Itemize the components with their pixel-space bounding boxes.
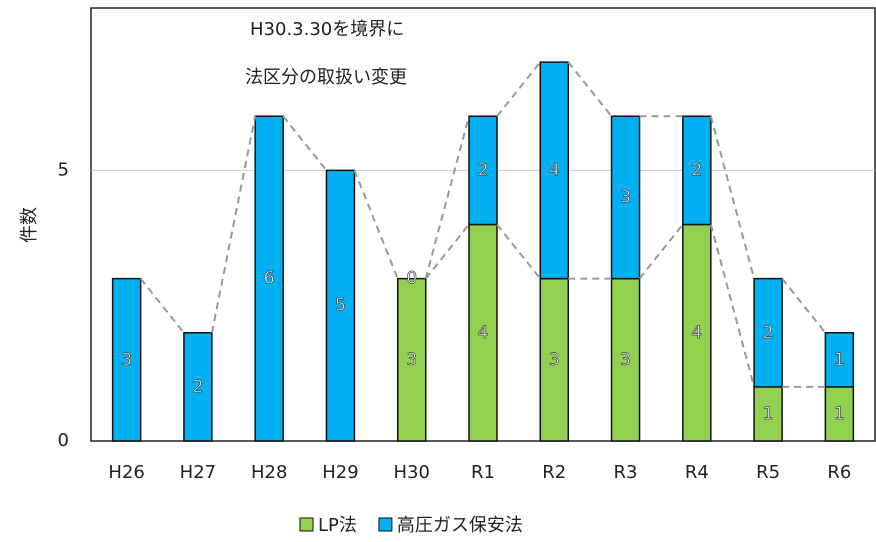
bar-segment xyxy=(824,332,855,388)
bar-segment xyxy=(682,115,712,226)
value-label: 1 xyxy=(834,404,845,424)
x-tick-label: R3 xyxy=(614,462,638,483)
value-label: 6 xyxy=(264,269,275,289)
x-tick-label: H30 xyxy=(394,462,430,483)
bar-segment xyxy=(468,223,498,442)
bar-segment xyxy=(753,386,783,442)
connector-line xyxy=(496,223,542,280)
connector-line xyxy=(496,61,542,117)
connector-line xyxy=(709,115,756,279)
value-label: 3 xyxy=(620,187,631,207)
y-tick-label: 0 xyxy=(58,430,69,451)
y-axis-label: 件数 xyxy=(19,207,40,243)
bar-segment xyxy=(254,115,284,442)
value-label: 4 xyxy=(549,160,560,180)
bar-segment xyxy=(183,332,213,442)
bar-segment xyxy=(111,277,142,442)
legend-swatch xyxy=(378,517,393,532)
connector-line xyxy=(424,115,470,279)
x-tick-label: H27 xyxy=(180,462,216,483)
x-tick-label: H29 xyxy=(322,462,358,483)
x-tick-label: R6 xyxy=(827,462,851,483)
value-label: 2 xyxy=(691,160,702,180)
value-label: 2 xyxy=(192,377,203,397)
value-label: 0 xyxy=(406,269,417,289)
connector-line xyxy=(638,223,684,280)
connector-line xyxy=(709,224,756,388)
value-label: 1 xyxy=(834,350,845,370)
x-tick-label: R5 xyxy=(756,462,780,483)
connector-line xyxy=(282,115,328,171)
connector-line xyxy=(781,278,827,334)
legend-swatch xyxy=(299,517,314,532)
x-tick-label: H28 xyxy=(251,462,287,483)
bar-segment xyxy=(753,277,783,388)
value-label: 3 xyxy=(549,350,560,370)
value-label: 3 xyxy=(121,350,132,370)
bar-segment xyxy=(610,115,641,280)
x-tick-label: R1 xyxy=(471,462,495,483)
x-tick-label: R2 xyxy=(542,462,566,483)
annotation: H30.3.30を境界に xyxy=(250,19,404,40)
value-label: 1 xyxy=(763,404,774,424)
bar-segment xyxy=(468,115,498,226)
bar-segment xyxy=(396,277,427,442)
x-tick-label: H26 xyxy=(108,462,144,483)
value-label: 5 xyxy=(335,296,346,316)
value-label: 3 xyxy=(406,350,417,370)
connector-line xyxy=(210,116,257,333)
connector-line xyxy=(139,278,185,334)
annotation: 法区分の取扱い変更 xyxy=(245,67,407,88)
bar-segment xyxy=(682,223,712,442)
bar-segment xyxy=(539,61,570,280)
legend-label: LP法 xyxy=(318,515,357,536)
value-label: 2 xyxy=(478,160,489,180)
value-label: 2 xyxy=(763,323,774,343)
value-label: 4 xyxy=(478,323,489,343)
x-tick-label: R4 xyxy=(685,462,709,483)
legend-label: 高圧ガス保安法 xyxy=(397,515,523,536)
connector-line xyxy=(567,61,613,117)
connector-line xyxy=(353,170,399,279)
value-label: 4 xyxy=(691,323,702,343)
value-label: 3 xyxy=(620,350,631,370)
bar-segment xyxy=(325,169,356,442)
y-tick-label: 5 xyxy=(58,159,69,180)
